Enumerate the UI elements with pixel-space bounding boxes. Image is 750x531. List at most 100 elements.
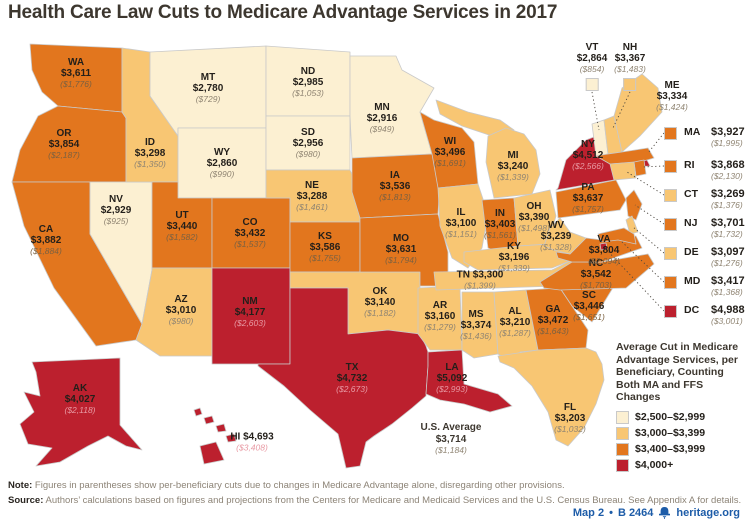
color-swatch [664, 276, 677, 289]
legend: Average Cut in Medicare Advantage Servic… [616, 341, 750, 472]
state-abbr: DC [684, 304, 700, 316]
state-abbr: CT [684, 188, 698, 200]
state-label-ky: KY $3,196 ($1,339) [498, 241, 530, 273]
list-item-dc: DC $4,988 ($3,001) [664, 304, 745, 326]
legend-swatch [616, 442, 629, 456]
state-paren-value: ($1,995) [711, 138, 743, 148]
state-abbr: RI [684, 159, 695, 171]
state-label-pa: PA $3,637 ($1,757) [572, 182, 604, 214]
state-paren-value: ($1,368) [711, 287, 743, 297]
state-label-ut: UT $3,440 ($1,582) [166, 210, 198, 242]
footer-separator: • [609, 507, 613, 519]
state-shape-fl [497, 347, 605, 447]
legend-swatch [616, 426, 629, 440]
legend-range-label: $3,400–$3,999 [635, 443, 706, 456]
state-label-in: IN $3,403 ($1,561) [484, 208, 516, 240]
state-label-wa: WA $3,611 ($1,776) [60, 57, 92, 89]
legend-item-3: $3,400–$3,999 [616, 442, 750, 456]
list-item-md: MD $3,417 ($1,368) [664, 275, 745, 297]
state-label-wy: WY $2,860 ($990) [206, 147, 238, 179]
list-item-de: DE $3,097 ($1,276) [664, 246, 745, 268]
state-value: $3,269 [711, 188, 745, 200]
state-label-or: OR $3,854 ($2,187) [48, 128, 80, 160]
color-swatch [664, 305, 677, 318]
state-abbr: NJ [684, 217, 698, 229]
source-text: Authors’ calculations based on figures a… [45, 495, 742, 506]
state-label-tn: TN $3,300 ($1,399) [456, 269, 504, 291]
state-shape-hi [199, 441, 225, 465]
legend-items: $2,500–$2,999 $3,000–$3,399 $3,400–$3,999 $… [616, 410, 750, 472]
state-label-nm: NM $4,177 ($2,603) [234, 296, 266, 328]
color-swatch [664, 127, 677, 140]
color-swatch [623, 78, 637, 91]
state-paren-value: ($3,001) [711, 316, 743, 326]
note-label: Note: [8, 480, 33, 491]
leader-line [612, 91, 631, 129]
leader-line [591, 91, 600, 131]
state-label-mi: MI $3,240 ($1,339) [497, 150, 529, 182]
legend-range-label: $4,000+ [635, 459, 674, 472]
us-average-value: $3,714 [435, 433, 467, 445]
state-label-co: CO $3,432 ($1,537) [234, 217, 266, 249]
state-label-ga: GA $3,472 ($1,643) [537, 304, 569, 336]
state-label-va: VA $3,804 ($2,094) [588, 234, 620, 266]
state-shape-wi [419, 111, 479, 189]
state-abbr: MA [684, 126, 701, 138]
state-label-nv: NV $2,929 ($925) [100, 194, 132, 226]
color-swatch [664, 189, 677, 202]
state-label-az: AZ $3,010 ($980) [165, 294, 197, 326]
state-paren-value: ($1,732) [711, 229, 743, 239]
state-label-ak: AK $4,027 ($2,118) [64, 383, 96, 415]
source-label: Source: [8, 495, 44, 506]
state-label-tx: TX $4,732 ($2,673) [336, 362, 368, 394]
state-label-ms: MS $3,374 ($1,436) [460, 309, 492, 341]
legend-swatch [616, 410, 629, 424]
list-item-nj: NJ $3,701 ($1,732) [664, 217, 745, 239]
list-item-ri: RI $3,868 ($2,130) [664, 159, 745, 181]
legend-item-1: $2,500–$2,999 [616, 410, 750, 424]
state-label-la: LA $5,092 ($2,993) [436, 362, 468, 394]
state-label-wi: WI $3,496 ($1,691) [434, 136, 466, 168]
state-value: $3,868 [711, 159, 745, 171]
legend-range-label: $3,000–$3,399 [635, 427, 706, 440]
state-label-me: ME $3,334 ($1,424) [656, 80, 688, 112]
state-value: $4,988 [711, 304, 745, 316]
page-title: Health Care Law Cuts to Medicare Advanta… [8, 2, 558, 23]
document-reference: B 2464 [617, 507, 654, 519]
state-label-mo: MO $3,631 ($1,794) [385, 233, 417, 265]
note-text: Figures in parentheses show per-benefici… [34, 480, 565, 491]
legend-item-4: $4,000+ [616, 458, 750, 472]
state-label-sd: SD $2,956 ($980) [292, 127, 324, 159]
color-swatch [664, 218, 677, 231]
legend-swatch [616, 458, 629, 472]
state-shape-hi [215, 423, 227, 433]
map-reference: Map 2 [572, 507, 605, 519]
state-label-nc: NC $3,542 ($1,703) [580, 258, 612, 290]
state-shape-mi [485, 127, 541, 199]
legend-item-2: $3,000–$3,399 [616, 426, 750, 440]
color-swatch [585, 78, 599, 91]
state-label-mn: MN $2,916 ($949) [366, 102, 398, 134]
state-shape-dc [599, 242, 608, 251]
state-shape-ct [609, 161, 637, 181]
state-shape-tx [257, 287, 429, 469]
state-label-id: ID $3,298 ($1,350) [134, 137, 166, 169]
note-line: Note: Figures in parentheses show per-be… [8, 480, 748, 492]
color-swatch [664, 160, 677, 173]
state-shape-hi [225, 433, 237, 443]
state-paren-value: ($1,376) [711, 200, 743, 210]
state-paren-value: ($1,276) [711, 258, 743, 268]
state-paren-value: ($2,130) [711, 171, 743, 181]
state-label-ia: IA $3,536 ($1,813) [379, 170, 411, 202]
state-label-fl: FL $3,203 ($1,032) [554, 402, 586, 434]
color-swatch [664, 247, 677, 260]
state-label-wv: WV $3,239 ($1,328) [540, 220, 572, 252]
legend-range-label: $2,500–$2,999 [635, 411, 706, 424]
state-label-mt: MT $2,780 ($729) [192, 72, 224, 104]
state-label-sc: SC $3,446 ($1,651) [573, 290, 605, 322]
state-label-ca: CA $3,882 ($1,884) [30, 224, 62, 256]
state-shape-hi [193, 407, 203, 417]
state-abbr: DE [684, 246, 699, 258]
